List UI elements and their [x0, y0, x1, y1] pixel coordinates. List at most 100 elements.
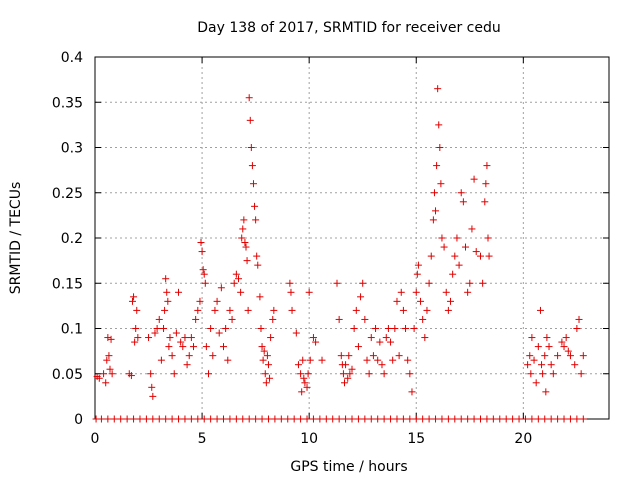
data-point [192, 315, 200, 323]
data-point [264, 415, 272, 423]
data-point [130, 293, 138, 301]
data-point [263, 352, 271, 360]
data-point [103, 356, 111, 364]
data-point [254, 261, 262, 269]
data-point [573, 325, 581, 332]
data-point [230, 279, 238, 287]
data-point [335, 415, 343, 423]
data-point [228, 315, 236, 323]
data-point [157, 356, 165, 364]
data-point [277, 415, 285, 423]
data-point [541, 352, 549, 360]
data-point [149, 415, 157, 423]
data-point [421, 334, 429, 342]
data-point [425, 415, 433, 423]
data-point [430, 189, 438, 197]
x-axis-label: GPS time / hours [290, 459, 407, 475]
data-point [117, 415, 125, 423]
data-point [457, 189, 465, 197]
data-point [502, 415, 510, 423]
data-point [481, 198, 489, 206]
data-point [316, 415, 324, 423]
data-point [435, 121, 443, 129]
data-point [207, 325, 215, 332]
data-point [209, 352, 217, 360]
data-point [303, 383, 311, 391]
data-point [459, 198, 467, 206]
data-point [470, 415, 478, 423]
data-point [541, 415, 549, 423]
data-point [393, 297, 401, 305]
data-point [160, 325, 168, 332]
y-tick-label: 0.1 [61, 322, 83, 338]
data-point [162, 275, 170, 283]
data-point [449, 270, 457, 278]
data-point [128, 297, 136, 305]
data-point [151, 329, 159, 337]
data-point [175, 288, 183, 296]
data-point [532, 379, 540, 387]
y-tick-label: 0.35 [52, 95, 83, 111]
data-point [258, 343, 266, 351]
data-point [183, 361, 191, 369]
data-point [107, 335, 115, 343]
data-point [483, 415, 491, 423]
x-tick-label: 10 [300, 431, 318, 447]
data-point [105, 352, 113, 360]
data-point [427, 252, 435, 260]
data-point [199, 266, 207, 274]
axis-ticks: 0 0.05 0.1 0.15 0.2 0.25 0.3 0.35 0.4 0 5 10 15 20 [52, 50, 609, 447]
data-point [322, 415, 330, 423]
data-point [367, 334, 375, 342]
data-point [251, 202, 259, 210]
data-point [294, 361, 302, 369]
data-point [297, 370, 305, 378]
data-point [372, 325, 380, 332]
data-point [433, 162, 441, 170]
chart-title: Day 138 of 2017, SRMTID for receiver ced… [197, 20, 500, 36]
data-point [333, 279, 341, 287]
data-point [194, 306, 202, 314]
data-point [485, 252, 493, 260]
data-point [444, 415, 452, 423]
data-point [284, 415, 292, 423]
data-point [369, 352, 377, 360]
data-point [168, 352, 176, 360]
data-point [205, 370, 213, 378]
data-point [528, 415, 536, 423]
data-point [211, 306, 219, 314]
data-point [187, 415, 195, 423]
data-point [238, 234, 246, 242]
data-point [131, 338, 139, 346]
data-point [288, 306, 296, 314]
data-point [447, 297, 455, 305]
y-tick-label: 0.05 [52, 367, 83, 383]
data-point [389, 356, 397, 364]
data-point [374, 356, 382, 364]
data-point [483, 162, 491, 170]
y-tick-label: 0.3 [61, 141, 83, 157]
data-point [145, 334, 153, 342]
data-point [496, 415, 504, 423]
data-point [133, 306, 141, 314]
data-point [172, 329, 180, 337]
data-point [558, 338, 566, 346]
data-point [365, 370, 373, 378]
data-point [391, 325, 399, 332]
data-point [270, 306, 278, 314]
data-point [164, 297, 172, 305]
data-point [267, 334, 275, 342]
data-point [419, 415, 427, 423]
data-point [538, 361, 546, 369]
data-point [399, 306, 407, 314]
data-point [367, 415, 375, 423]
data-point [404, 356, 412, 364]
data-point [560, 415, 568, 423]
data-point [425, 279, 433, 287]
data-point [249, 180, 257, 188]
data-point [521, 415, 529, 423]
data-point [438, 234, 446, 242]
data-point [436, 144, 444, 151]
grid [95, 57, 609, 419]
